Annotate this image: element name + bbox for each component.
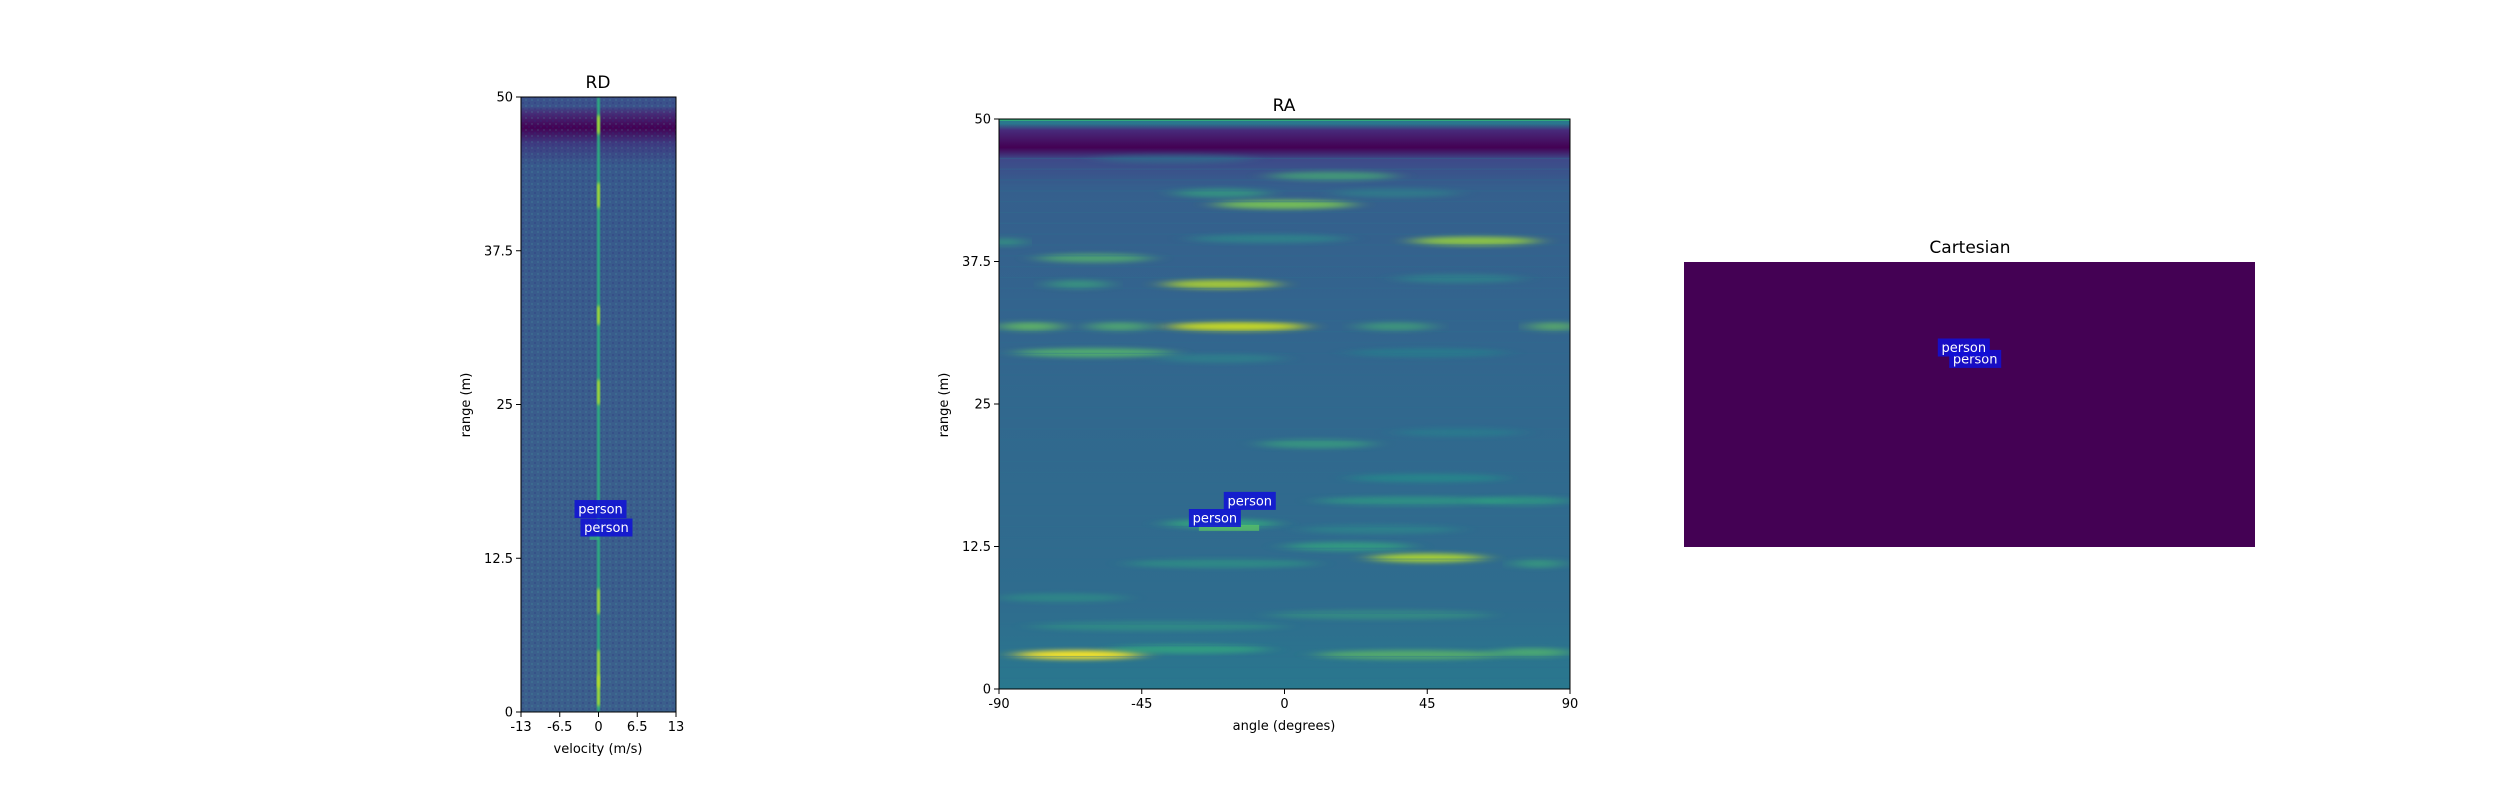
rd-y-tick-label: 37.5 (484, 244, 513, 259)
ra-x-tick-label: 0 (1280, 697, 1288, 712)
rd-y-ticks: 0 12.5 25 37.5 50 (484, 91, 521, 721)
rd-annotation-0-label: person (578, 503, 623, 518)
ra-plot: RA -90 -45 0 45 90 0 12.5 25 37.5 50 angle (degr… (937, 96, 1580, 734)
rd-x-tick-label: 13 (668, 720, 685, 735)
cartesian-heatmap (1684, 262, 2255, 547)
rd-title: RD (586, 73, 611, 93)
ra-x-tick-label: 90 (1562, 697, 1579, 712)
rd-x-tick-label: -6.5 (547, 720, 572, 735)
rd-y-label: range (m) (459, 373, 474, 438)
rd-plot: RD -13 -6.5 0 6.5 13 0 12.5 25 37.5 50 velocity … (459, 73, 684, 757)
ra-y-tick-label: 12.5 (962, 540, 991, 555)
rd-x-tick-label: -13 (510, 720, 531, 735)
ra-x-tick-label: -45 (1131, 697, 1152, 712)
ra-y-tick-label: 25 (974, 398, 991, 413)
rd-x-label: velocity (m/s) (554, 742, 643, 757)
rd-y-tick-label: 50 (496, 91, 513, 106)
ra-x-tick-label: -90 (988, 697, 1009, 712)
ra-annotation-1-label: person (1193, 512, 1238, 527)
rd-x-tick-label: 0 (594, 720, 602, 735)
ra-x-tick-label: 45 (1419, 697, 1436, 712)
ra-x-label: angle (degrees) (1233, 719, 1336, 734)
rd-x-tick-label: 6.5 (627, 720, 648, 735)
rd-x-ticks: -13 -6.5 0 6.5 13 (510, 712, 684, 735)
cartesian-annotation-1-label: person (1942, 341, 1987, 356)
ra-y-ticks: 0 12.5 25 37.5 50 (962, 113, 999, 698)
ra-y-tick-label: 50 (974, 113, 991, 128)
rd-annotation-1-label: person (584, 521, 629, 536)
cartesian-title: Cartesian (1929, 238, 2010, 258)
rd-y-tick-label: 25 (496, 398, 513, 413)
rd-y-tick-label: 0 (505, 706, 513, 721)
ra-annotation-0-label: person (1227, 494, 1272, 509)
ra-y-tick-label: 0 (983, 683, 991, 698)
ra-y-label: range (m) (937, 373, 952, 438)
ra-x-ticks: -90 -45 0 45 90 (988, 689, 1578, 712)
rd-y-tick-label: 12.5 (484, 552, 513, 567)
ra-y-tick-label: 37.5 (962, 255, 991, 270)
ra-title: RA (1273, 96, 1296, 116)
